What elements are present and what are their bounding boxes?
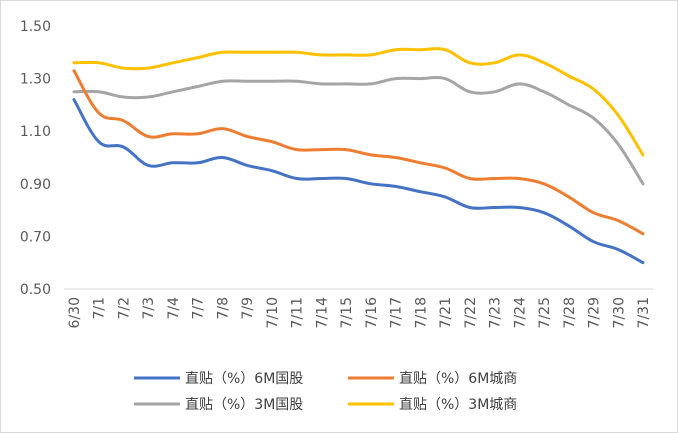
x-tick-label: 7/14 <box>314 297 330 329</box>
y-tick-label: 1.30 <box>20 72 51 88</box>
y-tick-label: 0.50 <box>20 282 51 298</box>
x-tick-label: 7/8 <box>215 297 231 320</box>
legend-label: 直贴（%）3M城商 <box>399 396 517 413</box>
x-tick-label: 7/10 <box>265 297 281 328</box>
x-tick-label: 7/31 <box>636 297 652 328</box>
series-lines <box>72 47 645 265</box>
x-tick-label: 7/24 <box>512 297 528 329</box>
legend-label: 直贴（%）6M城商 <box>399 370 517 387</box>
x-tick-label: 7/15 <box>339 297 355 328</box>
x-tick-label: 7/1 <box>92 297 108 320</box>
series-line-2 <box>72 76 645 186</box>
y-tick-label: 0.70 <box>20 229 51 245</box>
x-tick-label: 7/11 <box>290 297 306 328</box>
legend-label: 直贴（%）3M国股 <box>185 396 303 413</box>
x-tick-label: 7/2 <box>116 297 132 320</box>
legend-label: 直贴（%）6M国股 <box>185 370 303 387</box>
axes: 0.50 0.70 0.90 1.10 1.30 1.50 6/30 7/1 7/2 7/3 7/4… <box>20 19 653 328</box>
x-tick-label: 7/18 <box>413 297 429 328</box>
x-tick-label: 7/4 <box>166 297 182 320</box>
x-tick-label: 7/21 <box>438 297 454 328</box>
x-tick-label: 7/16 <box>364 297 380 329</box>
x-tick-label: 6/30 <box>67 297 83 328</box>
x-tick-label: 7/30 <box>611 297 627 328</box>
x-tick-label: 7/3 <box>141 297 157 320</box>
x-tick-label: 7/7 <box>191 297 207 320</box>
y-tick-label: 1.10 <box>20 124 51 140</box>
x-tick-label: 7/28 <box>562 297 578 328</box>
x-tick-label: 7/22 <box>463 297 479 328</box>
x-tick-label: 7/29 <box>587 297 603 328</box>
series-line-0 <box>72 98 645 265</box>
series-line-3 <box>72 47 645 157</box>
x-tick-label: 7/23 <box>488 297 504 328</box>
x-tick-label: 7/9 <box>240 297 256 320</box>
series-line-1 <box>72 69 645 236</box>
x-tick-label: 7/17 <box>389 297 405 328</box>
y-tick-label: 0.90 <box>20 177 51 193</box>
y-tick-label: 1.50 <box>20 19 51 35</box>
x-tick-label: 7/25 <box>537 297 553 328</box>
